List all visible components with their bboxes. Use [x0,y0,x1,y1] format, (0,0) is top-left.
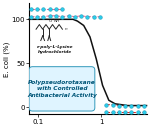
Point [61,16,64,18]
Point [49,15,51,17]
Point [118,111,120,113]
Point [105,111,108,113]
Point [143,105,145,107]
Point [111,104,114,106]
FancyBboxPatch shape [29,67,95,111]
Point [124,105,126,107]
Point [124,111,126,113]
Y-axis label: E. coli (%): E. coli (%) [3,41,10,77]
Point [67,15,70,17]
Point [55,8,57,10]
Point [80,15,82,17]
Point [99,16,101,18]
Point [136,111,139,113]
Point [118,105,120,107]
Point [30,16,32,18]
Point [42,8,45,10]
Point [130,105,133,107]
Point [36,8,38,10]
Point [61,8,64,10]
Point [55,15,57,17]
Point [105,104,108,106]
Point [42,16,45,18]
Point [130,111,133,113]
Point [49,8,51,10]
Point [143,111,145,113]
Text: Polypseudorotaxane
with Controlled
Antibacterial Activity: Polypseudorotaxane with Controlled Antib… [27,80,97,98]
Point [111,111,114,113]
Point [86,16,89,18]
Point [93,16,95,18]
Point [36,16,38,18]
Point [30,8,32,10]
Point [74,16,76,18]
Point [136,105,139,107]
